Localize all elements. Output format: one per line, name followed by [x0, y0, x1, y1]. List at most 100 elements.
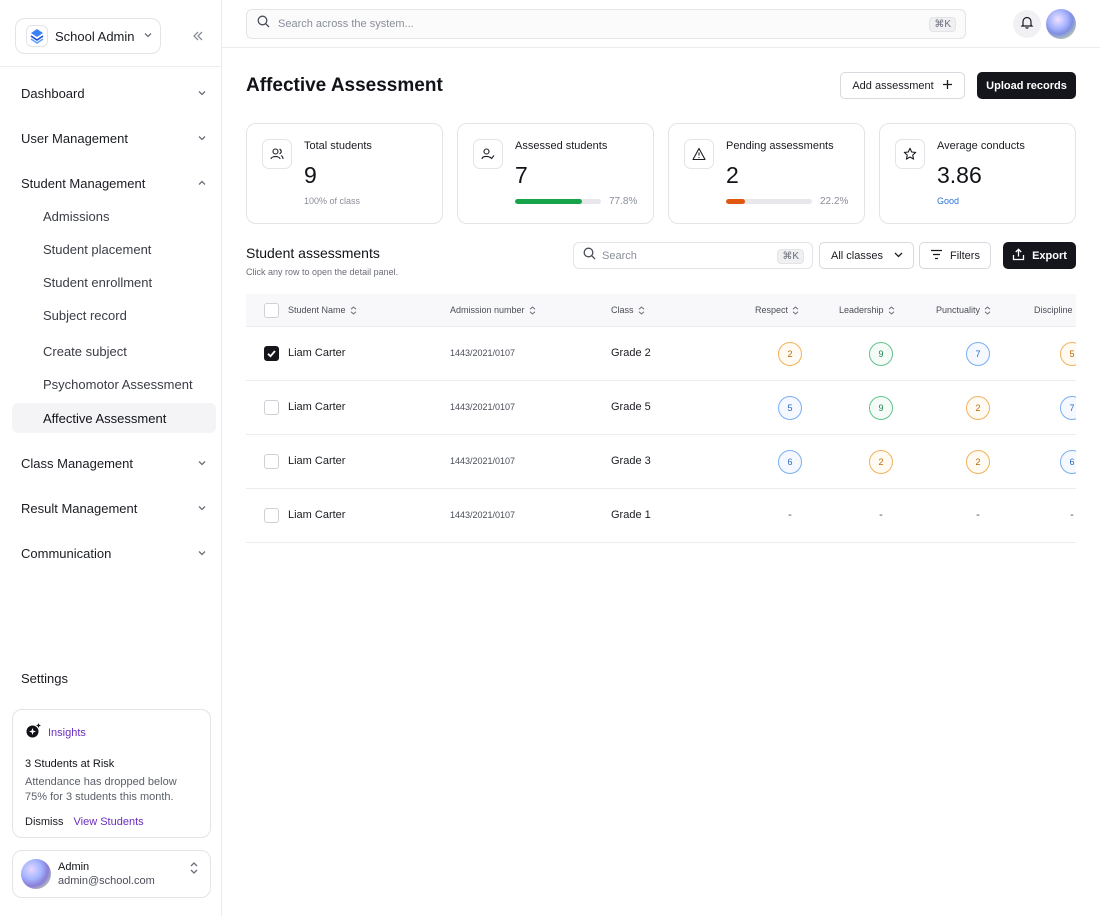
sort-icon — [529, 305, 535, 315]
score-badge: 2 — [778, 342, 802, 366]
table-row[interactable]: Liam Carter 1443/2021/0107 Grade 2 2 9 7 5 — [246, 327, 1076, 381]
row-checkbox[interactable] — [264, 508, 279, 523]
global-search[interactable]: ⌘K — [246, 9, 966, 39]
page-title: Affective Assessment — [246, 75, 443, 96]
column-header-leadership[interactable]: Leadership — [839, 305, 895, 315]
table-row[interactable]: Liam Carter 1443/2021/0107 Grade 3 6 2 2 6 — [246, 435, 1076, 489]
add-assessment-button[interactable]: Add assessment — [840, 72, 965, 99]
nav-user-management[interactable]: User Management — [21, 126, 208, 150]
upload-icon — [1012, 247, 1025, 264]
score-badge: 2 — [966, 450, 990, 474]
nav-class-management[interactable]: Class Management — [21, 451, 208, 475]
stat-label: Assessed students — [515, 140, 608, 152]
class-filter-select[interactable]: All classes — [819, 242, 914, 269]
column-header-class[interactable]: Class — [611, 305, 645, 315]
column-header-punctuality[interactable]: Punctuality — [936, 305, 991, 315]
user-check-icon — [473, 139, 503, 169]
empty-score-cell: - — [879, 509, 883, 521]
class-cell: Grade 2 — [611, 347, 651, 359]
nav-student-management[interactable]: Student Management — [21, 171, 208, 195]
empty-score-cell: - — [788, 509, 792, 521]
score-badge: 9 — [869, 342, 893, 366]
nav-settings[interactable]: Settings — [21, 671, 68, 686]
sidebar-divider — [0, 66, 221, 67]
table-search-input[interactable] — [602, 249, 772, 262]
chevron-up-icon — [198, 180, 206, 185]
nav-dashboard[interactable]: Dashboard — [21, 81, 208, 105]
column-label: Admission number — [450, 305, 525, 315]
insights-label: Insights — [48, 727, 86, 739]
column-label: Student Name — [288, 305, 346, 315]
section-title: Student assessments — [246, 245, 380, 261]
row-checkbox[interactable] — [264, 454, 279, 469]
stat-value: 3.86 — [937, 162, 982, 188]
student-name-cell: Liam Carter — [288, 401, 346, 413]
nav-label: Dashboard — [21, 85, 85, 101]
table-row[interactable]: Liam Carter 1443/2021/0107 Grade 1 - - - - — [246, 489, 1076, 543]
column-header-respect[interactable]: Respect — [755, 305, 799, 315]
select-all-checkbox[interactable] — [264, 303, 279, 318]
export-button[interactable]: Export — [1003, 242, 1076, 269]
sub-item-create-subject[interactable]: Create subject — [43, 343, 127, 359]
progress-bar — [515, 199, 601, 204]
star-icon — [895, 139, 925, 169]
sort-icon — [984, 305, 991, 315]
sub-item-admissions[interactable]: Admissions — [43, 208, 110, 224]
score-badge: 6 — [778, 450, 802, 474]
table-row[interactable]: Liam Carter 1443/2021/0107 Grade 5 5 9 2 7 — [246, 381, 1076, 435]
progress-fill — [726, 199, 746, 204]
sub-item-psychomotor-assessment[interactable]: Psychomotor Assessment — [43, 376, 193, 392]
column-header-student-name[interactable]: Student Name — [288, 305, 357, 315]
workspace-switcher[interactable]: School Admin — [15, 18, 161, 54]
sub-item-student-placement[interactable]: Student placement — [43, 241, 152, 257]
score-badge: 7 — [1060, 396, 1076, 420]
profile-avatar[interactable] — [1046, 9, 1076, 39]
global-search-input[interactable] — [278, 18, 918, 30]
sort-icon — [350, 305, 356, 315]
sub-item-affective-assessment[interactable]: Affective Assessment — [43, 410, 167, 426]
nav-label: Result Management — [21, 500, 138, 516]
nav-label: User Management — [21, 130, 128, 146]
upload-records-button[interactable]: Upload records — [977, 72, 1076, 99]
filters-button[interactable]: Filters — [919, 242, 991, 269]
stat-label: Pending assessments — [726, 140, 834, 152]
nav-communication[interactable]: Communication — [21, 541, 208, 565]
warning-icon — [684, 139, 714, 169]
column-header-admission-number[interactable]: Admission number — [450, 305, 536, 315]
stat-value: 2 — [726, 162, 739, 188]
sidebar: School Admin Dashboard User Management S… — [0, 0, 222, 916]
class-cell: Grade 1 — [611, 509, 651, 521]
nav-label: Communication — [21, 545, 112, 561]
notifications-button[interactable] — [1013, 10, 1041, 38]
sub-item-subject-record[interactable]: Subject record — [43, 307, 127, 323]
search-icon — [583, 247, 596, 265]
score-badge: 7 — [966, 342, 990, 366]
user-name: Admin — [58, 861, 90, 873]
column-label: Leadership — [839, 305, 884, 315]
row-checkbox[interactable] — [264, 400, 279, 415]
user-menu[interactable]: Admin admin@school.com — [12, 850, 211, 898]
column-header-discipline[interactable]: Discipline — [1034, 305, 1073, 315]
bell-icon — [1020, 15, 1034, 34]
collapse-sidebar-icon[interactable] — [190, 28, 206, 44]
table-search[interactable]: ⌘K — [573, 242, 813, 269]
chevron-down-icon — [198, 506, 206, 511]
class-filter-value: All classes — [831, 249, 883, 262]
column-label: Respect — [755, 305, 789, 315]
search-icon — [257, 15, 270, 33]
filters-label: Filters — [950, 249, 980, 262]
chevron-down-icon — [198, 136, 206, 141]
plus-icon — [942, 79, 953, 93]
sparkle-icon — [25, 722, 42, 744]
column-label: Discipline — [1034, 305, 1073, 315]
admission-number-cell: 1443/2021/0107 — [450, 348, 516, 358]
stat-value: 7 — [515, 162, 528, 188]
user-email: admin@school.com — [58, 875, 155, 887]
row-checkbox[interactable] — [264, 346, 279, 361]
dismiss-button[interactable]: Dismiss — [25, 816, 64, 828]
view-students-link[interactable]: View Students — [73, 816, 144, 828]
sub-item-student-enrollment[interactable]: Student enrollment — [43, 274, 153, 290]
progress-bar — [726, 199, 812, 204]
nav-result-management[interactable]: Result Management — [21, 496, 208, 520]
sort-icon — [888, 305, 894, 315]
